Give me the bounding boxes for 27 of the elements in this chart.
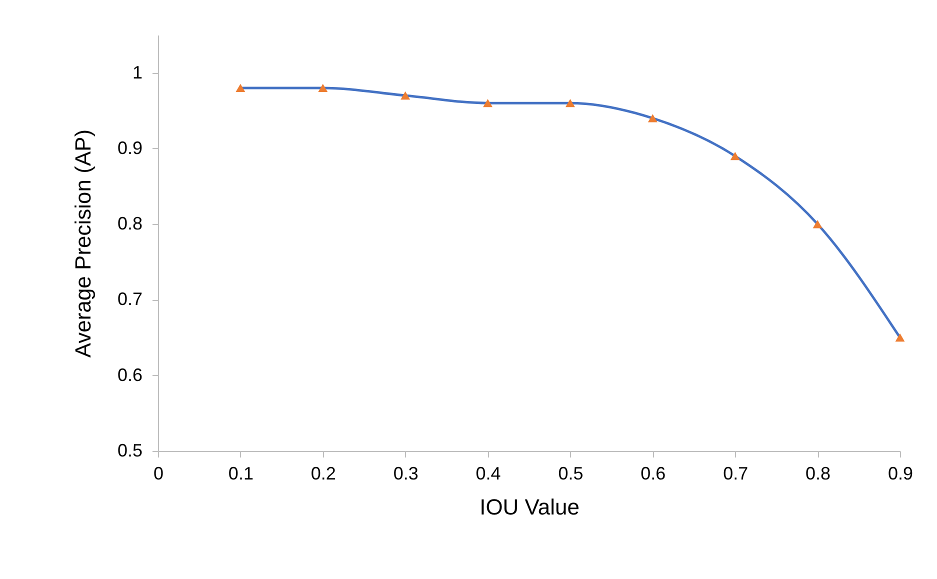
y-tick-label: 0.7 bbox=[117, 289, 142, 310]
x-axis-title: IOU Value bbox=[480, 494, 580, 520]
x-tick-label: 0.4 bbox=[476, 464, 501, 484]
x-tick-label: 0.5 bbox=[558, 464, 584, 484]
x-tick-label: 0 bbox=[153, 464, 164, 484]
x-tick-label: 0.3 bbox=[393, 464, 418, 484]
y-axis-title: Average Precision (AP) bbox=[70, 129, 96, 358]
y-tick-label: 0.5 bbox=[117, 440, 142, 460]
point bbox=[648, 114, 658, 122]
x-tick-label: 0.7 bbox=[723, 464, 748, 484]
point bbox=[318, 84, 328, 92]
point bbox=[236, 84, 246, 92]
y-tick-label: 1 bbox=[132, 62, 142, 82]
point bbox=[483, 98, 493, 108]
point bbox=[812, 220, 822, 228]
x-tick-label: 0.1 bbox=[228, 464, 254, 484]
x-tick-label: 0.9 bbox=[888, 464, 914, 484]
x-tick-label: 0.2 bbox=[310, 464, 336, 484]
y-tick-label: 0.9 bbox=[117, 138, 142, 158]
point bbox=[730, 152, 740, 160]
y-tick-label: 0.8 bbox=[117, 214, 142, 234]
point bbox=[895, 333, 905, 342]
point bbox=[400, 91, 410, 100]
point bbox=[565, 98, 575, 108]
x-tick-label: 0.6 bbox=[640, 464, 666, 484]
y-tick-label: 0.6 bbox=[117, 364, 142, 385]
x-tick-label: 0.8 bbox=[806, 464, 831, 484]
